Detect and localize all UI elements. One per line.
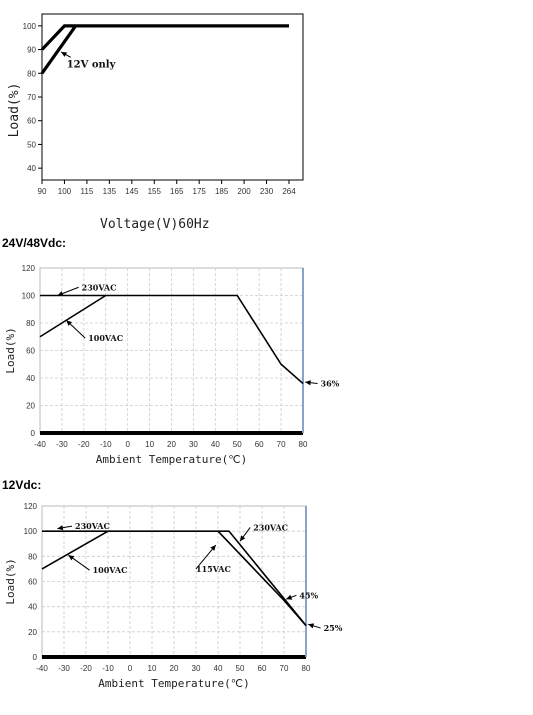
x-tick-label: 185 xyxy=(215,187,229,196)
x-tick-label: -40 xyxy=(36,664,48,673)
annotation-label: 100VAC xyxy=(88,333,123,343)
y-tick-label: 90 xyxy=(27,46,36,55)
x-tick-label: 10 xyxy=(148,664,157,673)
y-tick-label: 80 xyxy=(28,552,37,561)
temperature-derating-chart-12v: -40 -30 -20 -10 0 10 20 30 40 50 60 70 80 0 20 40 60 80 10… xyxy=(4,502,343,690)
y-tick-label: 120 xyxy=(24,502,38,511)
series-line-100vac xyxy=(39,294,107,338)
y-tick-label: 100 xyxy=(24,527,38,536)
annotation-arrow-head xyxy=(240,535,246,542)
x-tick-label: 165 xyxy=(170,187,184,196)
annotation-label: 230VAC xyxy=(75,521,110,531)
plot-frame xyxy=(41,13,304,181)
y-tick-label: 60 xyxy=(27,117,36,126)
x-tick-label: -20 xyxy=(80,664,92,673)
x-tick-label: 175 xyxy=(193,187,207,196)
annotation-arrow-head xyxy=(57,525,64,531)
y-tick-label: 40 xyxy=(28,603,37,612)
x-tick-label: -10 xyxy=(102,664,114,673)
y-tick-label: 20 xyxy=(26,402,35,411)
chart-heading-12v: 12Vdc: xyxy=(2,478,42,492)
x-tick-label: 50 xyxy=(236,664,245,673)
y-tick-label: 120 xyxy=(22,264,36,273)
series-line-100vac xyxy=(41,530,109,570)
x-tick-label: -30 xyxy=(58,664,70,673)
x-tick-label: 20 xyxy=(167,440,176,449)
y-tick-label: 40 xyxy=(26,374,35,383)
voltage-derating-chart: 40 50 60 70 80 90 100 90 100 115 135 145 155 165 175 18… xyxy=(7,13,304,232)
annotation-label: 230VAC xyxy=(82,282,117,292)
y-tick-label: 60 xyxy=(28,578,37,587)
x-tick-label: 0 xyxy=(128,664,133,673)
x-tick-label: 0 xyxy=(125,440,130,449)
x-tick-label: 230 xyxy=(260,187,274,196)
x-tick-label: 40 xyxy=(214,664,223,673)
x-tick-label: -20 xyxy=(78,440,90,449)
x-tick-label: 80 xyxy=(299,440,308,449)
x-tick-label: 50 xyxy=(233,440,242,449)
annotation-label: 25% xyxy=(324,623,343,633)
x-tick-label: -10 xyxy=(100,440,112,449)
x-axis-title: Ambient Temperature(℃) xyxy=(96,453,247,466)
y-tick-label: 0 xyxy=(33,653,38,662)
series-line-230vac xyxy=(40,294,304,385)
y-tick-label: 50 xyxy=(27,140,36,149)
annotation-label: 45% xyxy=(299,590,318,600)
x-tick-label: 20 xyxy=(170,664,179,673)
x-tick-label: 60 xyxy=(258,664,267,673)
x-tick-label: 145 xyxy=(125,187,139,196)
y-tick-label: 70 xyxy=(27,93,36,102)
annotation-label: 36% xyxy=(321,379,340,389)
series-line-115vac xyxy=(217,530,307,627)
y-tick-label: 100 xyxy=(22,292,36,301)
y-axis-title: Load(%) xyxy=(4,558,17,604)
annotation-arrow-head xyxy=(305,380,311,386)
annotation-arrow-head xyxy=(308,623,315,629)
x-axis-title: Ambient Temperature(℃) xyxy=(98,677,249,690)
annotation-arrow-head xyxy=(57,291,64,296)
annotation-arrow-head xyxy=(61,51,68,57)
annotation-arrow-head xyxy=(68,555,75,561)
x-tick-label: 90 xyxy=(38,187,47,196)
y-tick-label: 60 xyxy=(26,347,35,356)
x-tick-label: 30 xyxy=(189,440,198,449)
x-tick-label: 264 xyxy=(282,187,296,196)
x-tick-label: 70 xyxy=(277,440,286,449)
chart-heading-24v: 24V/48Vdc: xyxy=(2,236,67,250)
y-tick-label: 40 xyxy=(27,164,36,173)
temperature-derating-chart-24v48v: -40 -30 -20 -10 0 10 20 30 40 50 60 70 80 0 20 40 60 80 10… xyxy=(4,264,340,466)
x-tick-label: 60 xyxy=(255,440,264,449)
x-tick-label: 100 xyxy=(58,187,72,196)
annotation-label: 12V only xyxy=(67,59,117,70)
series-line-230vac xyxy=(42,530,307,627)
series-line-1 xyxy=(40,24,289,51)
x-tick-label: 135 xyxy=(103,187,117,196)
x-tick-label: 70 xyxy=(280,664,289,673)
annotation-label: 100VAC xyxy=(93,565,128,575)
y-tick-label: 0 xyxy=(31,429,36,438)
x-tick-label: 115 xyxy=(81,187,94,196)
x-axis-title: Voltage(V)60Hz xyxy=(100,217,210,232)
y-tick-label: 20 xyxy=(28,628,37,637)
x-tick-label: -40 xyxy=(34,440,46,449)
x-tick-label: 200 xyxy=(237,187,251,196)
y-tick-label: 80 xyxy=(27,69,36,78)
series-line-2 xyxy=(40,24,77,75)
x-tick-label: -30 xyxy=(56,440,68,449)
annotation-arrow-head xyxy=(66,320,73,326)
x-tick-label: 10 xyxy=(145,440,154,449)
x-tick-label: 30 xyxy=(192,664,201,673)
annotation-label: 230VAC xyxy=(253,522,288,532)
annotation-label: 115VAC xyxy=(196,564,231,574)
x-tick-label: 40 xyxy=(211,440,220,449)
y-tick-label: 80 xyxy=(26,319,35,328)
x-tick-label: 155 xyxy=(148,187,162,196)
y-tick-label: 100 xyxy=(23,22,37,31)
annotation-arrow-head xyxy=(286,594,293,600)
annotation-arrow-head xyxy=(210,545,216,551)
y-axis-title: Load(%) xyxy=(4,327,17,373)
x-tick-label: 80 xyxy=(302,664,311,673)
y-axis-title: Load(%) xyxy=(7,83,22,138)
